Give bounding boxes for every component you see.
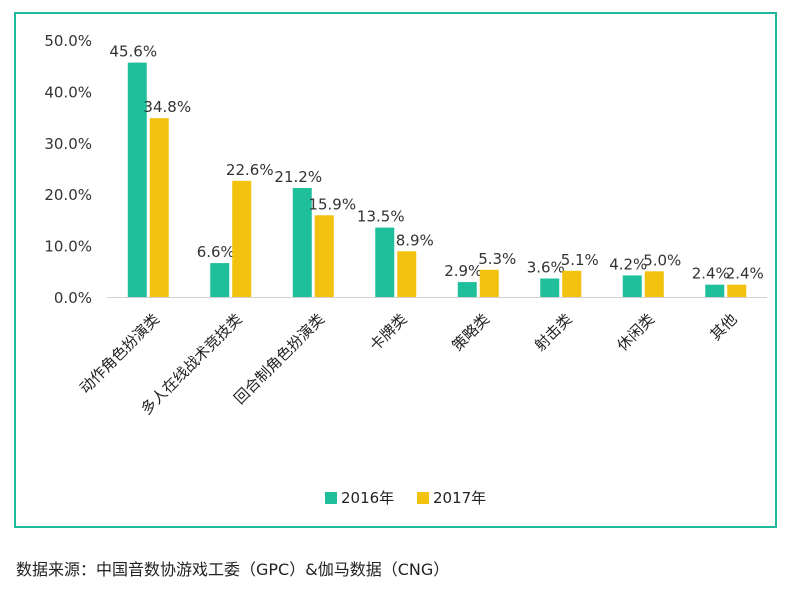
data-label: 22.6% xyxy=(226,161,274,179)
category-label: 其他 xyxy=(707,310,741,344)
bar-2017 xyxy=(479,269,499,297)
y-tick-label: 20.0% xyxy=(44,186,92,204)
category-label: 卡牌类 xyxy=(366,310,411,355)
bar-2017 xyxy=(644,271,664,297)
y-tick-label: 50.0% xyxy=(44,32,92,50)
bar-2016 xyxy=(127,62,147,298)
data-label: 21.2% xyxy=(274,168,322,186)
category-label: 动作角色扮演类 xyxy=(76,310,163,397)
bar-2016 xyxy=(210,263,230,297)
y-tick-label: 10.0% xyxy=(44,238,92,256)
bar-2016 xyxy=(292,188,312,297)
data-label: 15.9% xyxy=(308,195,356,213)
data-label: 45.6% xyxy=(109,43,157,61)
y-tick-label: 40.0% xyxy=(44,83,92,101)
category-label: 策略类 xyxy=(449,310,494,355)
data-label: 3.6% xyxy=(527,258,565,276)
bar-2017 xyxy=(314,215,334,297)
bar-2016 xyxy=(705,284,725,297)
data-label: 6.6% xyxy=(197,243,235,261)
category-label: 休闲类 xyxy=(614,310,659,355)
data-label: 8.9% xyxy=(396,231,434,249)
data-source-note: 数据来源：中国音数协游戏工委（GPC）&伽马数据（CNG） xyxy=(16,560,450,579)
legend-label: 2016年 xyxy=(341,489,394,507)
legend-swatch xyxy=(325,492,337,504)
bar-2016 xyxy=(375,227,395,297)
data-label: 2.9% xyxy=(444,262,482,280)
legend-swatch xyxy=(417,492,429,504)
bar-2017 xyxy=(232,180,252,297)
chart-frame xyxy=(14,12,777,528)
data-label: 13.5% xyxy=(357,208,405,226)
y-tick-label: 30.0% xyxy=(44,135,92,153)
data-label: 5.0% xyxy=(643,251,681,269)
bar-2017 xyxy=(397,251,417,297)
bar-2016 xyxy=(622,275,642,297)
data-label: 5.1% xyxy=(561,251,599,269)
data-label: 4.2% xyxy=(609,255,647,273)
data-label: 2.4% xyxy=(692,265,730,283)
bar-2016 xyxy=(457,282,477,297)
data-label: 34.8% xyxy=(143,98,191,116)
data-label: 5.3% xyxy=(478,250,516,268)
bar-2016 xyxy=(540,278,560,297)
category-label: 射击类 xyxy=(531,310,576,355)
bar-2017 xyxy=(562,270,582,297)
y-tick-label: 0.0% xyxy=(54,289,92,307)
bar-2017 xyxy=(727,284,747,297)
bar-2017 xyxy=(149,118,169,298)
data-label: 2.4% xyxy=(726,265,764,283)
legend-label: 2017年 xyxy=(433,489,486,507)
category-label: 回合制角色扮演类 xyxy=(230,310,328,408)
